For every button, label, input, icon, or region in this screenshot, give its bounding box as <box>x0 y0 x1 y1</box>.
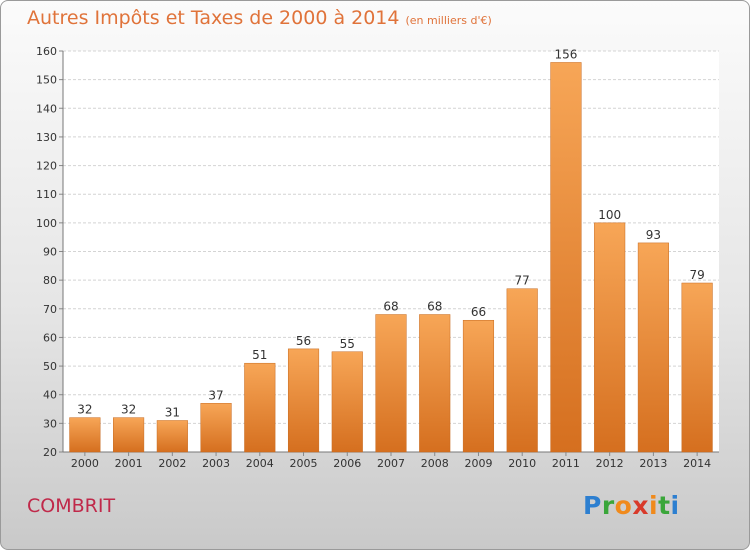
x-tick-label: 2014 <box>683 457 711 470</box>
y-tick-label: 80 <box>43 274 57 287</box>
bar-value-label: 156 <box>554 47 577 61</box>
bar <box>287 348 320 453</box>
bar <box>681 282 713 453</box>
y-tick-label: 90 <box>43 246 57 259</box>
bar <box>550 62 582 453</box>
x-tick-label: 2007 <box>377 457 405 470</box>
y-tick-label: 30 <box>43 417 57 430</box>
bar <box>637 242 669 453</box>
bar-value-label: 51 <box>252 348 267 362</box>
x-tick-label: 2000 <box>71 457 99 470</box>
x-tick-label: 2012 <box>596 457 624 470</box>
bar <box>419 314 451 453</box>
bar <box>113 417 145 453</box>
bar <box>331 351 363 453</box>
x-tick-label: 2010 <box>508 457 536 470</box>
bar-value-label: 100 <box>598 208 621 222</box>
y-tick-label: 20 <box>43 446 57 459</box>
x-tick-label: 2011 <box>552 457 580 470</box>
bar <box>200 403 232 453</box>
chart-title: Autres Impôts et Taxes de 2000 à 2014 (en… <box>27 7 492 29</box>
bar <box>375 314 407 453</box>
bar <box>462 319 495 453</box>
y-tick-label: 40 <box>43 389 57 402</box>
x-tick-label: 2006 <box>333 457 361 470</box>
x-tick-label: 2004 <box>246 457 274 470</box>
bar-value-label: 56 <box>296 334 311 348</box>
y-tick-label: 70 <box>43 303 57 316</box>
x-tick-label: 2009 <box>464 457 492 470</box>
y-tick-label: 100 <box>36 217 57 230</box>
bar <box>244 362 276 453</box>
commune-name: COMBRIT <box>27 495 116 517</box>
bar-value-label: 32 <box>121 403 136 417</box>
x-tick-label: 2003 <box>202 457 230 470</box>
logo-letter: x <box>632 491 649 520</box>
logo-letter: t <box>658 491 671 520</box>
logo-letter: o <box>614 491 633 520</box>
bar <box>69 417 101 453</box>
bar-value-label: 32 <box>77 403 92 417</box>
bar <box>156 420 188 453</box>
x-tick-label: 2008 <box>421 457 449 470</box>
y-tick-label: 60 <box>43 331 57 344</box>
bar-value-label: 77 <box>515 274 530 288</box>
y-tick-label: 160 <box>36 45 57 58</box>
y-tick-label: 130 <box>36 131 57 144</box>
y-tick-label: 150 <box>36 74 57 87</box>
y-tick-label: 140 <box>36 102 57 115</box>
x-tick-label: 2013 <box>639 457 667 470</box>
bar <box>594 222 626 453</box>
x-tick-label: 2002 <box>158 457 186 470</box>
logo-letter: P <box>583 491 602 520</box>
bar-value-label: 55 <box>340 337 355 351</box>
proxiti-logo: Proxiti <box>583 491 680 520</box>
bar <box>506 288 538 453</box>
bar-value-label: 68 <box>427 300 442 314</box>
y-tick-label: 50 <box>43 360 57 373</box>
x-tick-label: 2005 <box>290 457 318 470</box>
bar-value-label: 31 <box>165 405 180 419</box>
bar-value-label: 79 <box>689 268 704 282</box>
y-tick-label: 110 <box>36 188 57 201</box>
logo-letter: i <box>649 491 659 520</box>
bar-value-label: 68 <box>383 300 398 314</box>
chart-unit: (en milliers d'€) <box>405 14 492 27</box>
bar-value-label: 37 <box>208 388 223 402</box>
logo-letter: i <box>670 491 680 520</box>
logo-letter: r <box>601 491 615 520</box>
x-tick-label: 2001 <box>115 457 143 470</box>
bar-value-label: 93 <box>646 228 661 242</box>
bar-value-label: 66 <box>471 305 486 319</box>
chart-title-text: Autres Impôts et Taxes de 2000 à 2014 <box>27 7 400 29</box>
y-tick-label: 120 <box>36 160 57 173</box>
